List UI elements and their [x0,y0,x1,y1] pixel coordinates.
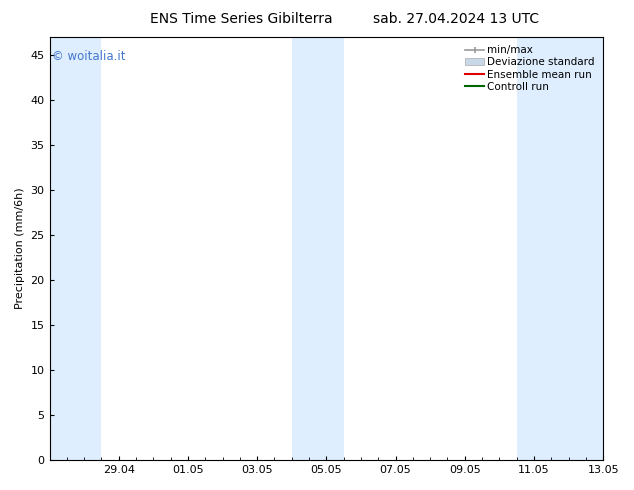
Y-axis label: Precipitation (mm/6h): Precipitation (mm/6h) [15,188,25,309]
Legend: min/max, Deviazione standard, Ensemble mean run, Controll run: min/max, Deviazione standard, Ensemble m… [462,42,598,95]
Bar [292,37,344,460]
Text: ENS Time Series Gibilterra: ENS Time Series Gibilterra [150,12,332,26]
Bar [517,37,603,460]
Bar [49,37,101,460]
Text: sab. 27.04.2024 13 UTC: sab. 27.04.2024 13 UTC [373,12,540,26]
Text: © woitalia.it: © woitalia.it [53,50,126,63]
